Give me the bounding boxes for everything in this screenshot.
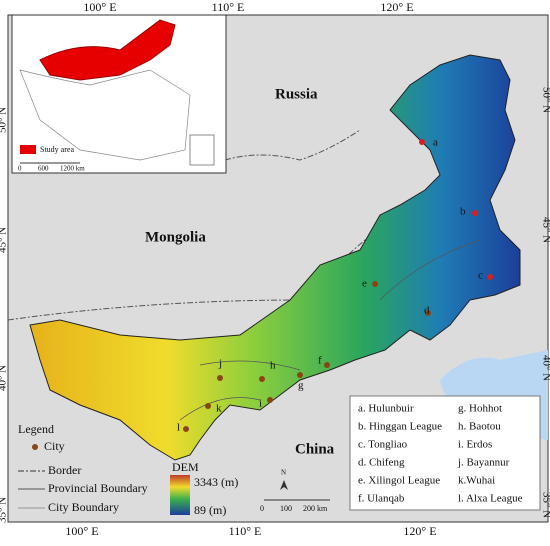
inset-study-area [39,19,176,81]
city-symbol [32,444,38,450]
dem-title: DEM [172,460,199,474]
legend-item: City [44,439,65,453]
country-label: Russia [275,86,318,102]
city-key-item: e. Xilingol League [358,475,440,487]
city-code: c [478,270,483,282]
legend-title: Legend [18,422,54,436]
inset-map: Study area 0 600 1200 km [11,14,227,174]
legend-item: Border [48,463,81,477]
city-code: i [259,398,262,410]
inset-scale: 0 [18,165,22,173]
legend-item: Provincial Boundary [48,481,148,495]
city-code: j [218,358,222,370]
city-point [324,362,330,368]
city-point [297,372,303,378]
city-key-item: j. Bayannur [457,457,510,469]
legend-item: City Boundary [48,500,119,514]
scale-label: 200 km [303,504,328,513]
city-point [419,139,425,145]
city-key-item: g. Hohhot [458,403,502,415]
border [224,129,361,161]
city-code: b [460,206,466,218]
city-code: f [318,355,322,367]
city-code: d [424,305,430,317]
city-point [487,274,493,280]
provincial-boundary [179,239,481,421]
scale-label: 0 [260,504,264,513]
right-axis-label: 40° N [540,355,550,381]
left-axis-label: 50° N [0,107,9,133]
bottom-axis-label: 120° E [403,524,436,538]
top-axis-label: 100° E [83,0,116,14]
bottom-axis-label: 100° E [65,524,98,538]
inset-scale: 600 [38,165,49,173]
city-key-item: b. Hinggan League [358,421,442,433]
city-key-item: f. Ulanqab [358,493,405,505]
city-point [183,426,189,432]
city-point [259,376,265,382]
city-code: a [433,137,438,149]
inset-legend: Study area [40,145,74,154]
scale-label: 100 [280,504,292,513]
city-key-item: l. Alxa League [458,493,523,505]
city-key-item: k.Wuhai [458,475,495,487]
city-key-item: d. Chifeng [358,457,405,469]
city-key-item: h. Baotou [458,421,501,433]
city-point [425,310,431,316]
right-axis-label: 45° N [540,217,550,243]
study-area [29,54,521,461]
country-label: China [295,441,335,457]
city-point [267,397,273,403]
city-code: e [362,278,367,290]
city-key [349,395,541,511]
country-label: Mongolia [145,229,206,245]
top-axis-label: 120° E [380,0,413,14]
city-point [205,403,211,409]
city-key-item: c. Tongliao [358,439,408,451]
inset-legend-swatch [20,145,36,154]
city-point [372,281,378,287]
city-key-item: a. Hulunbuir [358,403,414,415]
dem-label: 89 (m) [194,503,226,517]
left-axis-label: 40° N [0,365,9,391]
dem-label: 3343 (m) [194,475,238,489]
left-axis-label: 35° N [0,497,9,523]
right-axis-label: 35° N [540,492,550,518]
city-code: k [216,403,222,415]
map-legend: Legend City Border Provincial Boundary C… [18,422,330,517]
inset-outline [19,69,191,161]
city-point [217,375,223,381]
city-code: h [270,360,276,372]
inset-scale: 1200 km [60,165,85,173]
north-arrow: N [281,469,286,477]
city-key-item: i. Erdos [458,439,492,451]
top-axis-label: 110° E [212,0,245,14]
left-axis-label: 45° N [0,227,9,253]
city-point [472,210,478,216]
city-code: g [298,380,304,392]
right-axis-label: 50° N [540,87,550,113]
bottom-axis-label: 110° E [229,524,262,538]
city-code: l [177,422,180,434]
dem-ramp [170,475,190,515]
